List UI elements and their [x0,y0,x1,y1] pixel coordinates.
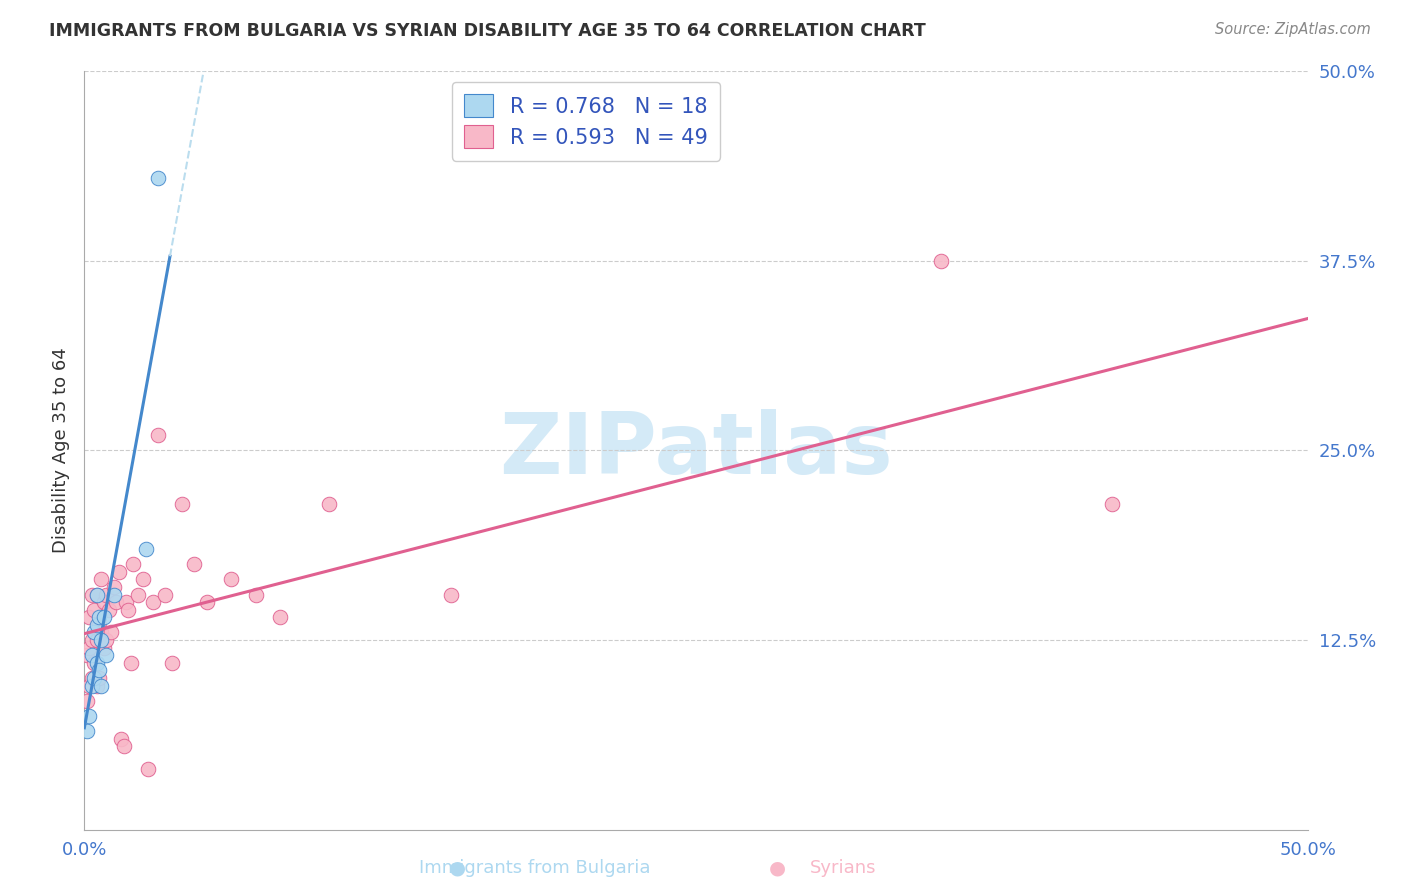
Point [86,617,108,632]
Point [96,588,118,602]
Point [112,739,135,753]
Point [117,603,139,617]
Point [87,671,110,685]
Point [93,595,115,609]
Point [93,640,115,655]
Point [90,625,112,640]
Point [132,573,155,587]
Point [87,617,110,632]
Point [76,694,98,708]
Point [107,565,129,579]
Point [80,588,103,602]
Point [80,633,103,648]
Point [136,762,159,776]
Text: Syrians: Syrians [810,859,877,877]
Point [86,588,108,602]
Point [110,731,132,746]
Point [440,588,463,602]
Point [86,633,108,648]
Point [120,656,142,670]
Point [1101,496,1123,510]
Point [77,708,100,723]
Legend: R = 0.768   N = 18, R = 0.593   N = 49: R = 0.768 N = 18, R = 0.593 N = 49 [451,82,720,161]
Point [97,603,120,617]
Point [77,640,100,655]
Point [105,595,128,609]
Point [219,573,242,587]
Text: Source: ZipAtlas.com: Source: ZipAtlas.com [1215,22,1371,37]
Point [100,625,122,640]
Text: ●: ● [769,858,786,878]
Text: Immigrants from Bulgaria: Immigrants from Bulgaria [419,859,650,877]
Point [87,664,110,678]
Point [122,557,145,572]
Point [127,588,149,602]
Point [76,724,98,739]
Point [142,595,165,609]
Text: ZIPatlas: ZIPatlas [499,409,893,492]
Point [86,588,108,602]
Point [83,625,105,640]
Point [87,610,110,624]
Point [80,678,103,692]
Point [318,496,340,510]
Point [93,610,115,624]
Point [80,648,103,662]
Point [135,542,157,557]
Point [76,648,98,662]
Point [83,671,105,685]
Point [115,595,138,609]
Text: IMMIGRANTS FROM BULGARIA VS SYRIAN DISABILITY AGE 35 TO 64 CORRELATION CHART: IMMIGRANTS FROM BULGARIA VS SYRIAN DISAB… [49,22,927,40]
Point [90,678,112,692]
Point [90,573,112,587]
Point [77,610,100,624]
Point [96,633,118,648]
Point [162,656,184,670]
Point [195,595,218,609]
Point [153,588,176,602]
Point [80,671,103,685]
Point [86,656,108,670]
Point [77,678,100,692]
Y-axis label: Disability Age 35 to 64: Disability Age 35 to 64 [52,348,70,553]
Point [86,678,108,692]
Point [269,610,291,624]
Point [103,580,125,594]
Point [929,253,952,268]
Point [146,428,169,442]
Point [83,656,105,670]
Point [146,170,169,185]
Point [83,603,105,617]
Point [245,588,267,602]
Point [172,496,194,510]
Text: ●: ● [449,858,465,878]
Point [96,648,118,662]
Point [103,588,125,602]
Point [90,633,112,648]
Point [183,557,205,572]
